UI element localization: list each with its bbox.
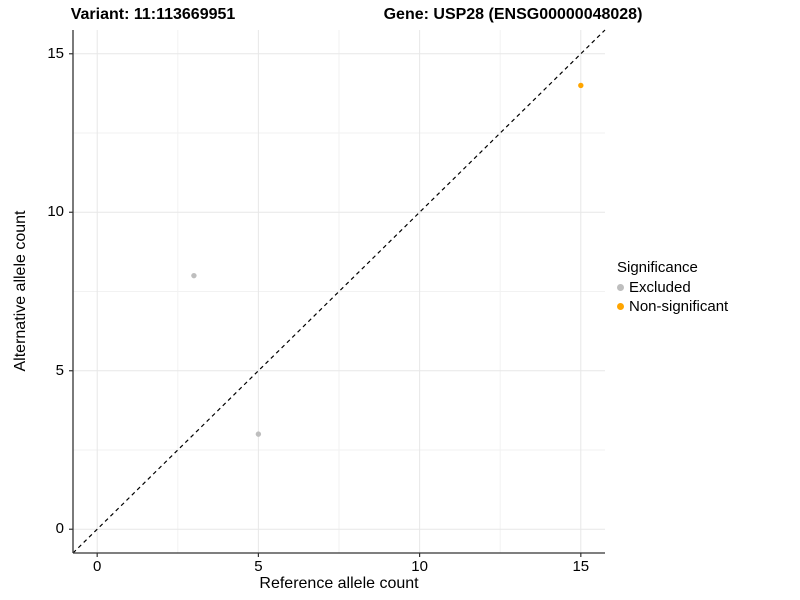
x-tick-label: 5 <box>254 558 263 575</box>
variant-title: Variant: 11:113669951 <box>70 6 236 23</box>
x-tick-label: 10 <box>411 558 428 575</box>
legend-key-dot <box>617 284 624 291</box>
legend-key-dot <box>617 303 624 310</box>
legend: Significance Excluded Non-significant <box>617 258 728 316</box>
x-tick-label: 0 <box>93 558 102 575</box>
y-tick-label: 5 <box>55 361 64 379</box>
legend-item: Excluded <box>617 278 728 297</box>
legend-title: Significance <box>617 259 698 276</box>
y-tick-label: 10 <box>47 203 64 221</box>
x-tick-label: 15 <box>572 558 590 575</box>
data-point-non-significant <box>578 82 584 89</box>
y-tick-label: 15 <box>47 44 64 62</box>
data-point-excluded <box>255 431 262 437</box>
legend-item-label: Non-significant <box>629 298 729 315</box>
x-axis-title: Reference allele count <box>259 575 419 592</box>
data-point-excluded <box>191 272 197 279</box>
legend-item-label: Excluded <box>629 279 691 296</box>
y-axis-title: Alternative allele count <box>12 210 29 372</box>
legend-items: Excluded Non-significant <box>617 278 728 316</box>
legend-item: Non-significant <box>617 297 728 316</box>
gene-title: Gene: USP28 (ENSG00000048028) <box>383 6 643 23</box>
y-tick-label: 0 <box>55 520 64 538</box>
